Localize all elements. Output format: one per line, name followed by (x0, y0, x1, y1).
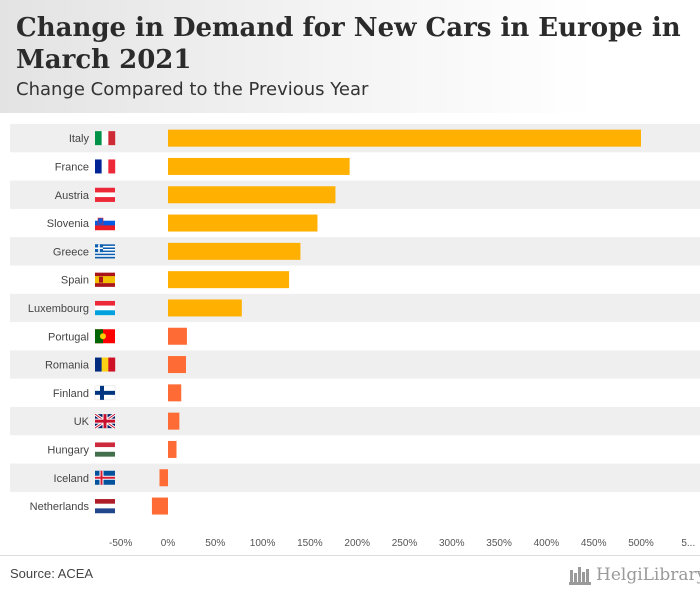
category-label: Austria (55, 190, 90, 202)
bar-chart: Italy France Austria Slovenia Greece Spain Lux… (10, 124, 700, 549)
portugal-flag-icon (95, 329, 115, 344)
x-tick-label: 100% (250, 538, 276, 549)
bar (168, 186, 336, 204)
category-label: Slovenia (47, 218, 90, 230)
category-label: Italy (69, 133, 90, 145)
bar (168, 384, 182, 402)
bar (168, 129, 641, 147)
france-flag-icon (95, 159, 116, 174)
chart-header: Change in Demand for New Cars in Europe … (0, 0, 700, 113)
category-label: Portugal (48, 331, 89, 343)
category-label: Netherlands (30, 501, 90, 513)
luxembourg-flag-icon (95, 300, 115, 316)
bar (168, 242, 301, 260)
category-label: Spain (61, 275, 89, 287)
x-tick-label: -50% (109, 538, 132, 549)
bar (168, 271, 290, 289)
romania-flag-icon (95, 357, 116, 372)
x-tick-label: 300% (439, 538, 465, 549)
row-band (10, 237, 700, 266)
chart-subtitle: Change Compared to the Previous Year (16, 79, 369, 100)
austria-flag-icon (95, 187, 115, 202)
bar (151, 497, 168, 515)
category-label: Luxembourg (28, 303, 89, 315)
library-logo-icon (569, 567, 591, 585)
uk-flag-icon (94, 412, 116, 430)
row-band (10, 350, 700, 379)
category-label: Romania (45, 360, 90, 372)
x-tick-label: 250% (392, 538, 418, 549)
bar (159, 469, 168, 487)
category-label: UK (74, 416, 90, 428)
bar (168, 440, 177, 458)
x-tick-label: 450% (581, 538, 607, 549)
x-tick-label: 500% (628, 538, 654, 549)
bar (168, 412, 180, 430)
x-tick-label: 400% (534, 538, 560, 549)
source-note: Source: ACEA (10, 566, 94, 581)
bar (168, 157, 350, 175)
bar (168, 299, 242, 317)
spain-flag-icon (95, 272, 115, 287)
bar (168, 327, 187, 345)
iceland-flag-icon (95, 470, 115, 485)
x-tick-label: 5... (681, 538, 695, 549)
italy-flag-icon (95, 131, 116, 146)
x-tick-label: 200% (344, 538, 370, 549)
finland-flag-icon (94, 385, 116, 401)
chart-title: Change in Demand for New Cars in Europe … (16, 13, 681, 75)
chart-footer: Source: ACEA HelgiLibrary (0, 555, 700, 597)
netherlands-flag-icon (95, 499, 115, 514)
category-label: Iceland (54, 473, 89, 485)
row-band (10, 407, 700, 436)
helgilibrary-logo[interactable]: HelgiLibrary (568, 562, 700, 588)
x-tick-label: 150% (297, 538, 323, 549)
row-band (10, 463, 700, 492)
slovenia-flag-icon (95, 216, 115, 231)
row-band (10, 293, 700, 323)
category-label: Greece (53, 246, 89, 258)
bar (168, 356, 186, 374)
x-tick-label: 350% (486, 538, 512, 549)
bar (168, 214, 318, 232)
category-label: France (55, 161, 89, 173)
row-band (10, 180, 700, 209)
category-label: Hungary (47, 444, 89, 456)
x-tick-label: 50% (205, 538, 225, 549)
x-tick-label: 0% (161, 538, 176, 549)
category-label: Finland (53, 388, 89, 400)
hungary-flag-icon (95, 442, 115, 457)
greece-flag-icon (95, 244, 115, 259)
logo-text: HelgiLibrary (596, 565, 700, 585)
